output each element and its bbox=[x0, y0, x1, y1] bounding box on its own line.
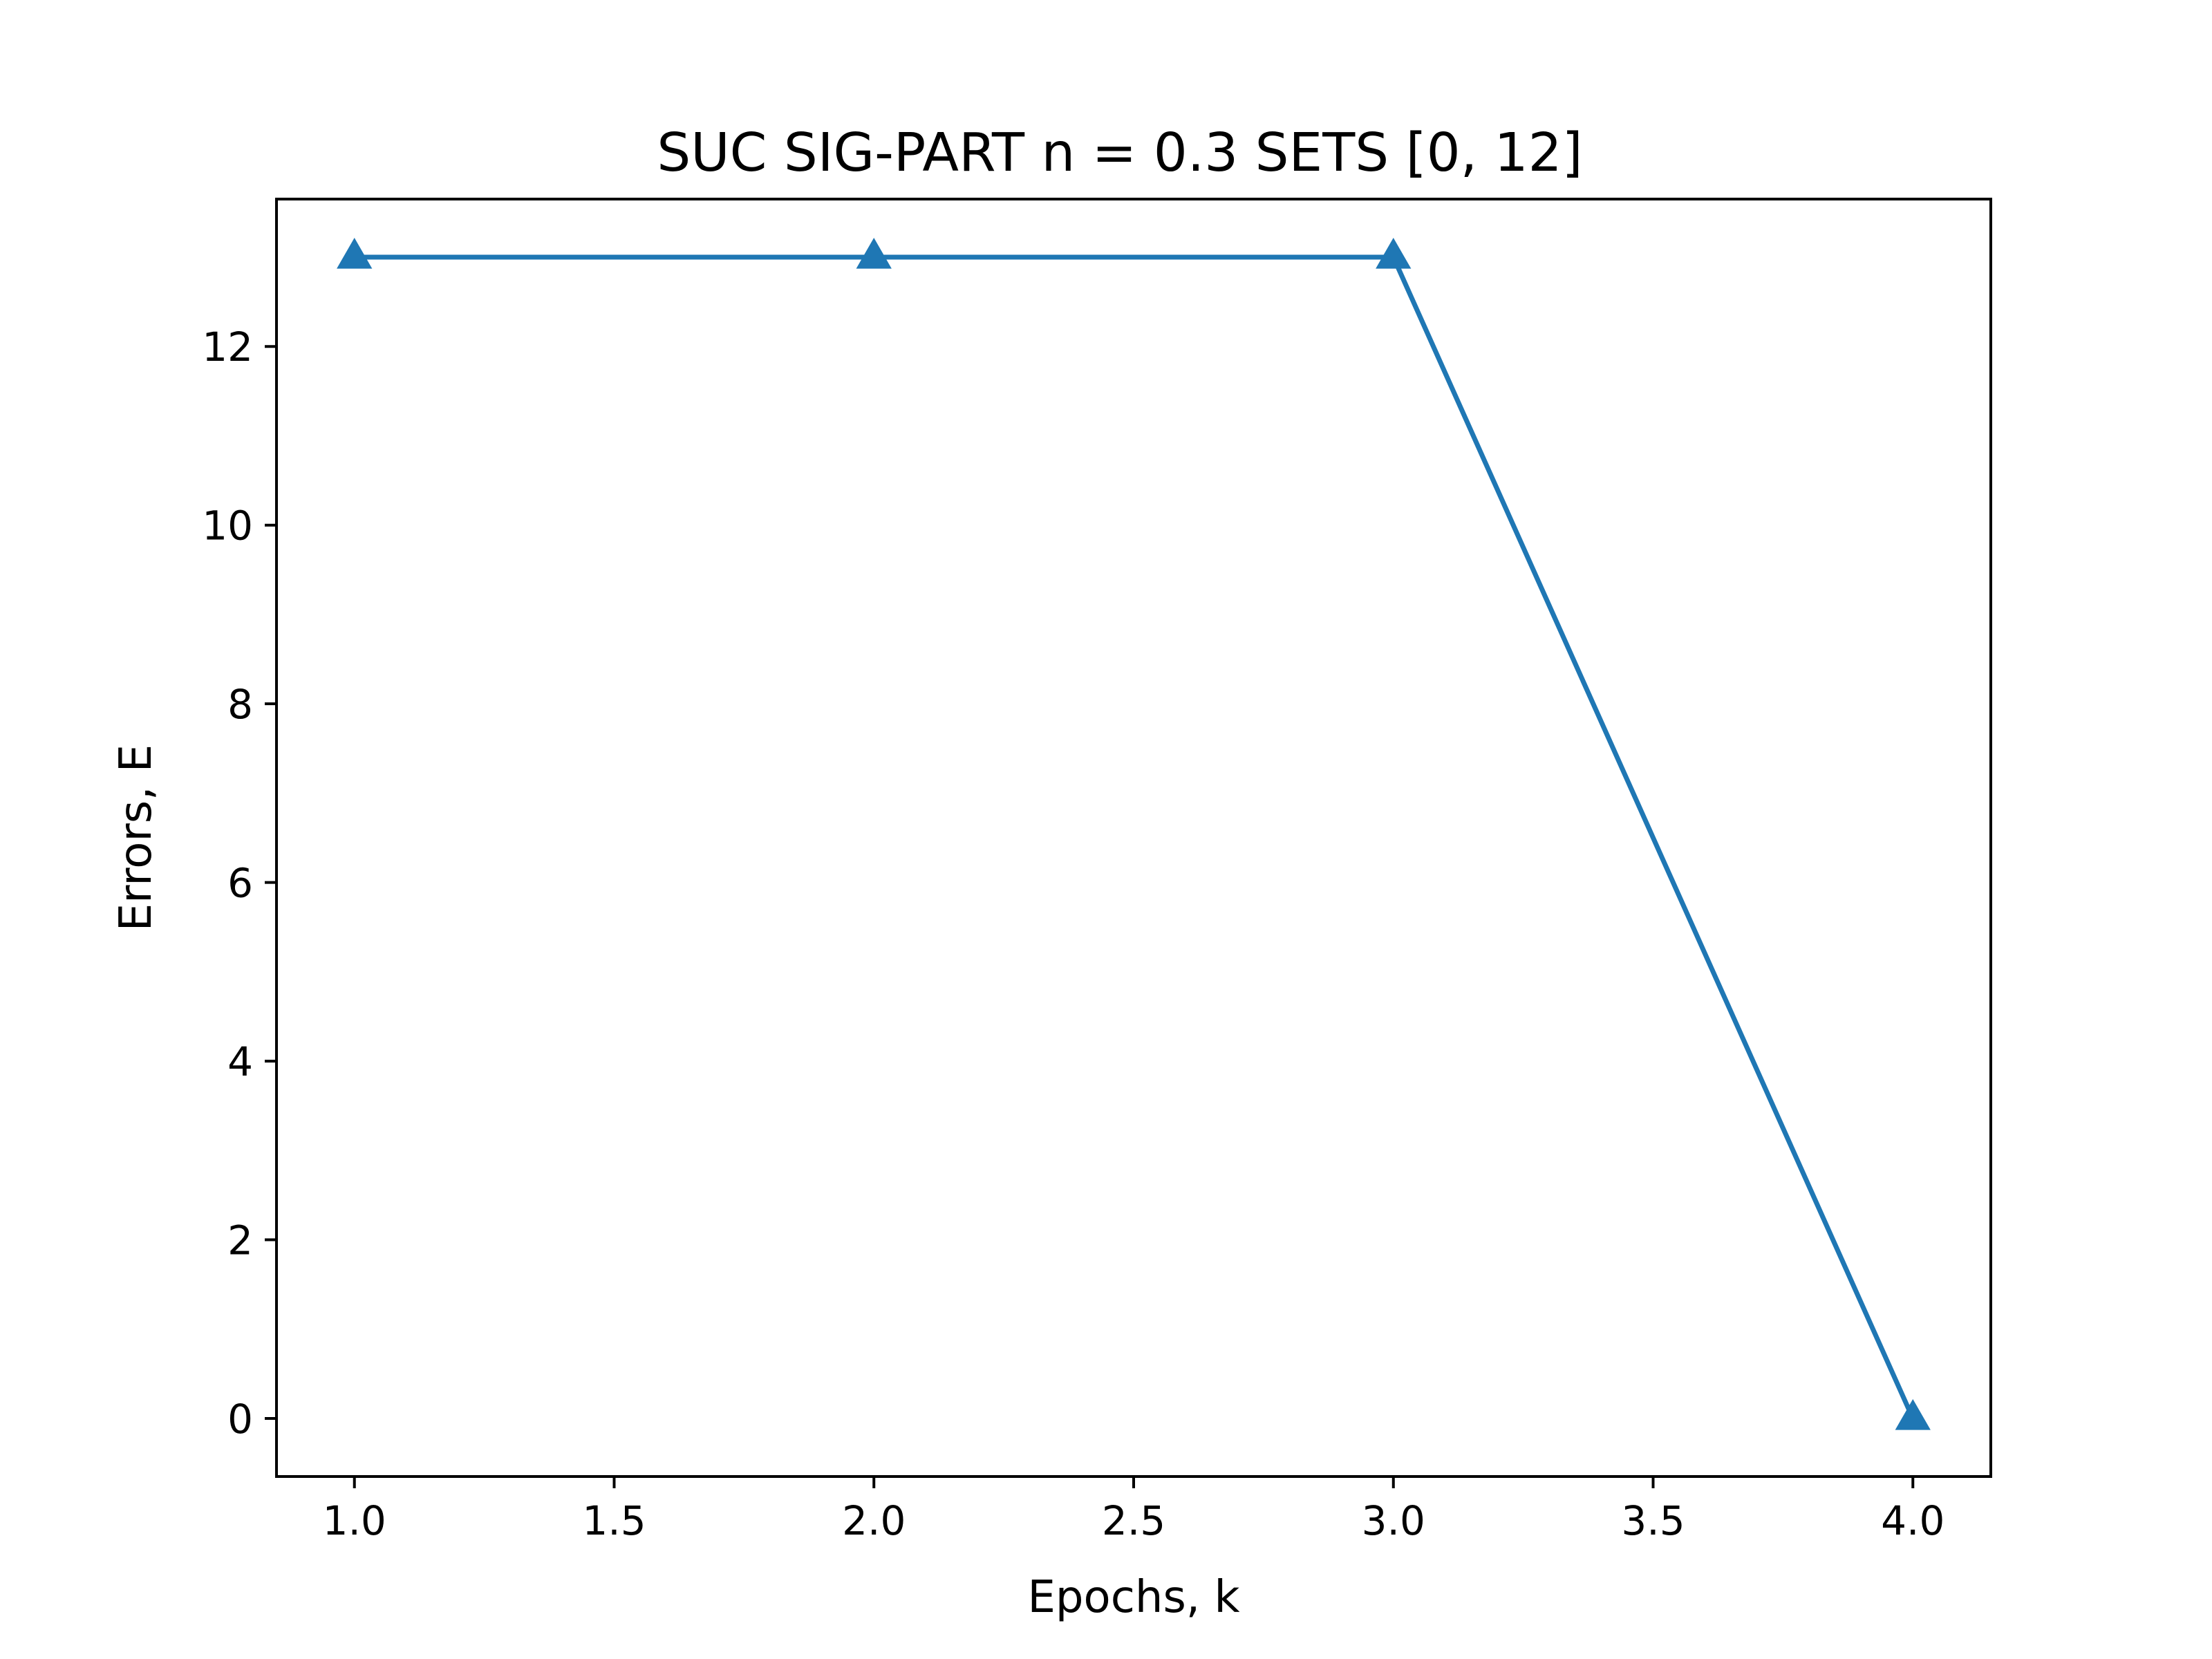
y-tick-label: 4 bbox=[227, 1038, 253, 1085]
y-tick-label: 6 bbox=[227, 860, 253, 907]
x-axis: 1.0 1.5 2.0 2.5 3.0 3.5 4.0 bbox=[323, 1477, 1944, 1544]
x-tick-label: 1.5 bbox=[582, 1497, 646, 1544]
plot-background bbox=[276, 199, 1991, 1477]
series-line bbox=[354, 254, 1915, 1420]
x-tick-label: 2.5 bbox=[1102, 1497, 1165, 1544]
x-tick-label: 1.0 bbox=[323, 1497, 386, 1544]
y-tick-label: 2 bbox=[227, 1217, 253, 1264]
plot-frame bbox=[275, 198, 1992, 1478]
chart-title: SUC SIG-PART n = 0.3 SETS [0, 12] bbox=[657, 122, 1582, 184]
x-tick-label: 4.0 bbox=[1881, 1497, 1944, 1544]
data-point-marker bbox=[1895, 1398, 1931, 1430]
data-point-marker bbox=[856, 237, 892, 269]
y-tick-label: 10 bbox=[202, 503, 253, 550]
y-tick-label: 12 bbox=[202, 324, 253, 371]
data-point-marker bbox=[1376, 237, 1412, 269]
x-tick-label: 2.0 bbox=[842, 1497, 906, 1544]
plot-area: 1.0 1.5 2.0 2.5 3.0 3.5 4.0 0 2 4 6 8 10 12 bbox=[202, 198, 1992, 1544]
x-axis-label: Epochs, k bbox=[1027, 1572, 1239, 1623]
y-tick-label: 8 bbox=[227, 681, 253, 728]
series-layer bbox=[337, 237, 1931, 1430]
y-axis: 0 2 4 6 8 10 12 bbox=[202, 324, 276, 1443]
x-tick-label: 3.0 bbox=[1362, 1497, 1425, 1544]
y-tick-label: 0 bbox=[227, 1396, 253, 1443]
data-point-marker bbox=[337, 237, 373, 269]
x-tick-label: 3.5 bbox=[1621, 1497, 1685, 1544]
y-axis-label: Errors, E bbox=[111, 744, 162, 931]
